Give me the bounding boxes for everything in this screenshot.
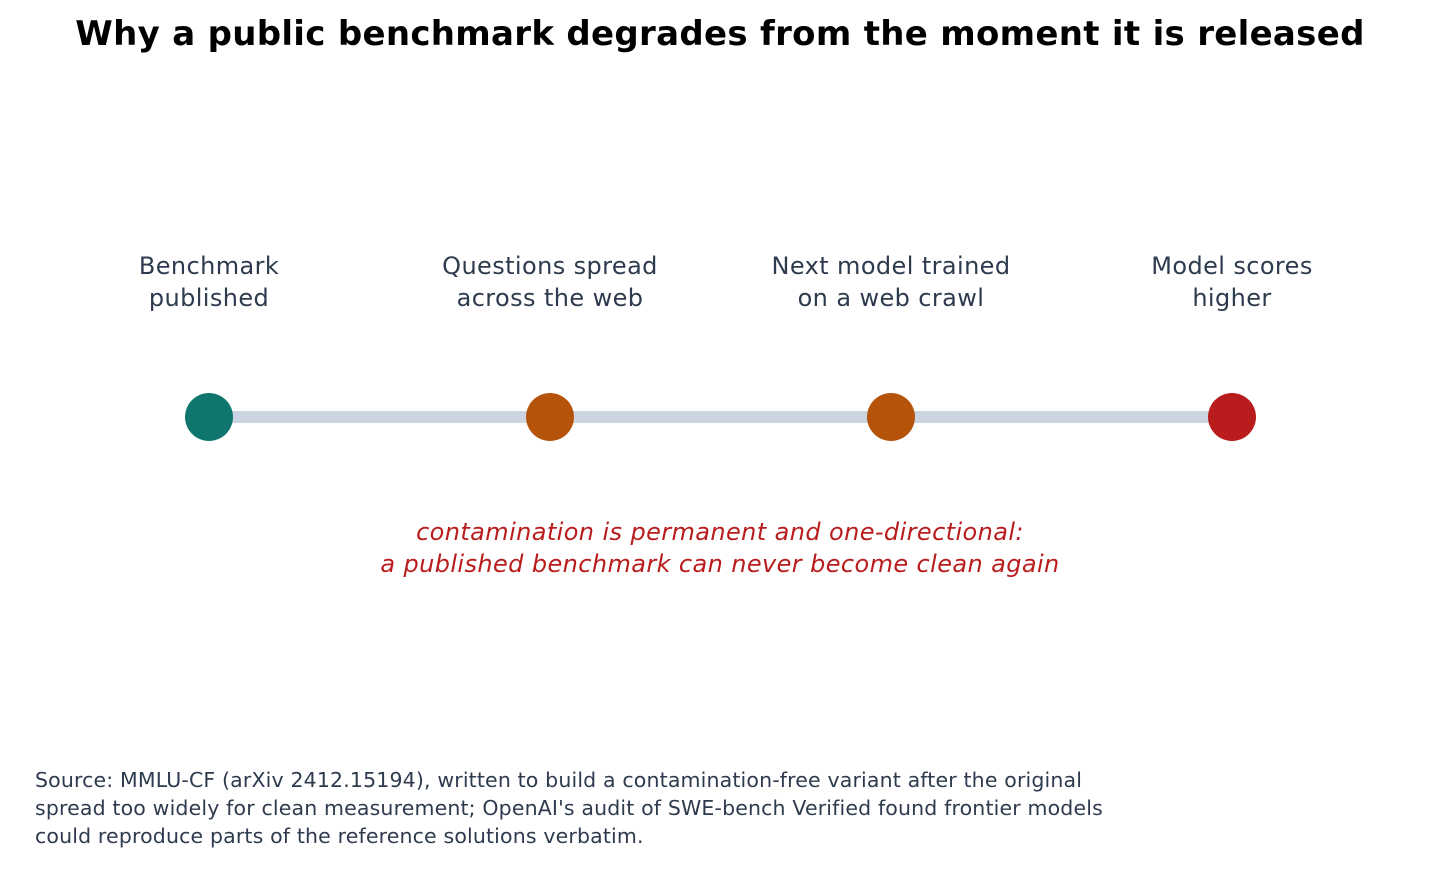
source-line: spread too widely for clean measurement;…: [35, 796, 1103, 820]
stage-label-line: Next model trained: [771, 252, 1011, 280]
stage-label-line: higher: [1192, 284, 1272, 312]
stage-label-trained: Next model trained on a web crawl: [741, 250, 1041, 314]
contamination-note: contamination is permanent and one-direc…: [0, 516, 1440, 580]
stage-node-published: [185, 393, 233, 441]
stage-label-line: published: [148, 284, 270, 312]
stage-label-line: Model scores: [1151, 252, 1313, 280]
stage-label-line: Benchmark: [138, 252, 280, 280]
note-line: a published benchmark can never become c…: [380, 550, 1060, 578]
stage-node-trained: [867, 393, 915, 441]
stage-label-scores: Model scores higher: [1082, 250, 1382, 314]
stage-label-spread: Questions spread across the web: [400, 250, 700, 314]
source-note: Source: MMLU-CF (arXiv 2412.15194), writ…: [35, 766, 1335, 850]
stage-node-spread: [526, 393, 574, 441]
stage-label-line: Questions spread: [442, 252, 658, 280]
diagram-title: Why a public benchmark degrades from the…: [75, 14, 1365, 54]
stage-node-scores: [1208, 393, 1256, 441]
source-line: could reproduce parts of the reference s…: [35, 824, 644, 848]
stage-label-published: Benchmark published: [59, 250, 359, 314]
stage-label-line: on a web crawl: [797, 284, 985, 312]
stage-label-line: across the web: [456, 284, 644, 312]
note-line: contamination is permanent and one-direc…: [416, 518, 1024, 546]
source-line: Source: MMLU-CF (arXiv 2412.15194), writ…: [35, 768, 1083, 792]
